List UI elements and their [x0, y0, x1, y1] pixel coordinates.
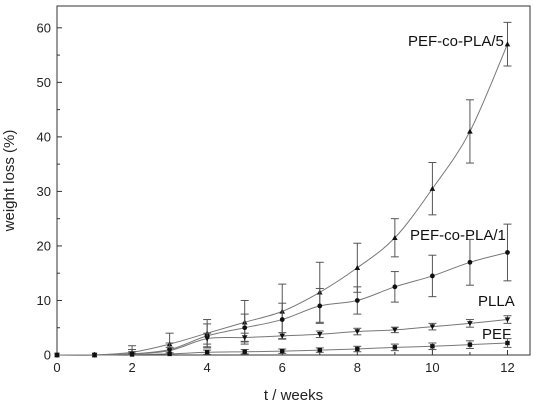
x-tick-label: 0: [53, 360, 60, 375]
data-point: [54, 352, 60, 358]
data-point: [242, 349, 247, 354]
data-point: [354, 264, 361, 270]
x-tick-label: 10: [425, 360, 439, 375]
plot-area-border: [56, 5, 531, 356]
data-point: [316, 332, 323, 338]
x-axis-title: t / weeks: [264, 387, 323, 404]
data-point: [467, 342, 473, 347]
data-point: [166, 348, 173, 354]
data-point: [392, 284, 398, 290]
data-point: [354, 298, 360, 303]
data-point: [429, 273, 435, 279]
data-point: [392, 327, 398, 333]
plot-frame: [56, 5, 531, 356]
x-tick-label: 4: [204, 360, 211, 375]
y-tick-label: 20: [37, 238, 51, 253]
data-point: [467, 259, 473, 265]
data-point: [467, 321, 473, 327]
data-point: [280, 348, 285, 354]
y-tick-label: 10: [37, 293, 51, 308]
axis-tick-labels: 0 2 4 6 8 10 12 0 10 20 30 40 50 60: [37, 20, 515, 375]
data-point: [392, 234, 398, 240]
y-tick-label: 0: [44, 348, 51, 363]
data-point: [355, 346, 360, 352]
data-point: [279, 317, 285, 322]
data-point: [504, 317, 511, 323]
data-point: [129, 352, 135, 357]
series-label: PLLA: [478, 293, 515, 310]
series-labels: PEF-co-PLA/5 PEF-co-PLA/1 PLLA PEF: [408, 33, 515, 343]
data-point: [467, 128, 473, 134]
x-tick-label: 8: [354, 360, 361, 375]
y-tick-label: 60: [37, 20, 51, 35]
data-point: [430, 344, 435, 349]
data-point: [505, 250, 510, 255]
y-tick-label: 30: [37, 184, 51, 199]
series-label: PEF-co-PLA/5: [408, 33, 504, 50]
data-point: [92, 352, 97, 358]
data-point: [279, 333, 286, 339]
x-tick-label: 6: [279, 360, 286, 375]
data-point: [429, 324, 436, 330]
y-axis-title: weight loss (%): [1, 130, 18, 233]
data-point: [167, 351, 172, 357]
series-label: PEF: [482, 326, 511, 343]
y-tick-label: 50: [37, 75, 51, 90]
data-point: [354, 329, 361, 335]
data-point: [392, 345, 398, 350]
x-tick-label: 12: [500, 360, 514, 375]
series-layer: [54, 21, 512, 358]
data-point: [241, 335, 248, 341]
series-pef: [54, 338, 512, 358]
series-label: PEF-co-PLA/1: [410, 227, 506, 244]
data-point: [204, 350, 210, 355]
x-tick-label: 2: [128, 360, 135, 375]
data-point: [242, 325, 248, 331]
data-point: [504, 41, 511, 47]
data-point: [317, 303, 323, 309]
data-point: [317, 347, 322, 353]
data-point: [505, 340, 510, 346]
data-point: [429, 185, 436, 191]
y-tick-label: 40: [37, 129, 51, 144]
data-point: [204, 336, 210, 342]
